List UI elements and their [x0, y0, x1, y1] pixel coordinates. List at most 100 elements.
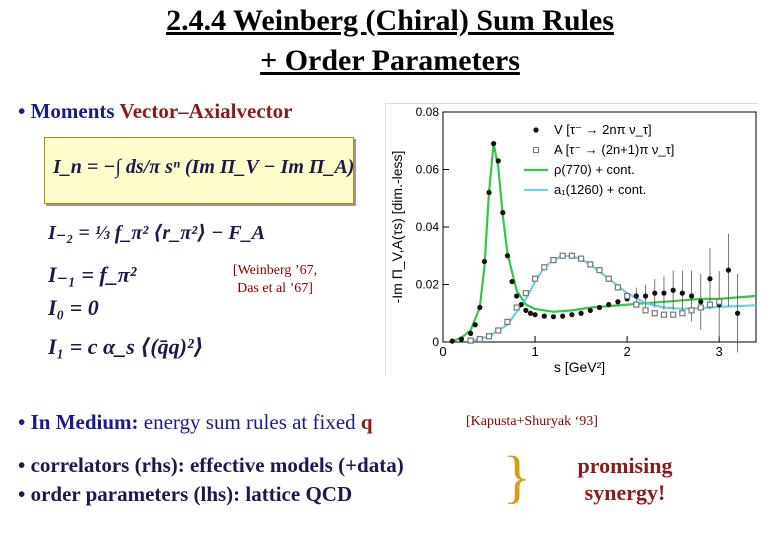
vector-data-point [587, 307, 593, 313]
slide-title-line2: + Order Parameters [260, 44, 520, 77]
formula-i-0: I₀ = 0 [48, 295, 99, 320]
in-medium-q: q [360, 410, 373, 434]
axial-data-point [559, 252, 566, 259]
chart-series [449, 141, 757, 353]
legend-entry: ρ(770) + cont. [554, 162, 635, 177]
vector-data-point [670, 287, 676, 293]
vector-data-point [615, 299, 621, 305]
vector-data-point [495, 158, 501, 164]
vector-data-point [449, 338, 455, 344]
axial-data-point [504, 318, 511, 325]
vector-data-point [606, 302, 612, 308]
weinberg-ref-line2: Das et al ’67] [237, 281, 313, 296]
legend-entry: V [τ⁻ → 2nπ ν_τ] [554, 122, 652, 137]
axial-data-point [568, 252, 575, 259]
legend-marker [533, 147, 539, 153]
vector-data-point [523, 307, 529, 313]
vector-data-point [541, 313, 547, 319]
vector-data-point [518, 302, 524, 308]
axial-data-point [587, 261, 594, 268]
spectral-function-chart: 0 1 2 3 0 0.02 0.04 0.06 0.08 s [GeV²] -Im Π_V,A(τ… [385, 103, 758, 376]
vector-data-point [481, 258, 488, 265]
axial-data-point [624, 292, 631, 300]
axial-data-point [633, 301, 640, 308]
vector-data-point [560, 313, 566, 319]
vector-data-point [500, 210, 506, 216]
in-medium-label: • In Medium: [18, 410, 139, 434]
x-axis-label: s [GeV²] [554, 359, 605, 375]
axial-data-point [550, 256, 557, 264]
x-tick-label: 2 [624, 344, 631, 359]
vector-data-point [550, 314, 557, 320]
vector-data-point [707, 276, 713, 282]
right-brace-icon: } [503, 444, 531, 509]
vector-data-point [652, 290, 658, 296]
formula-i-minus2: I₋₂ = ⅓ f_π² ⟨r_π²⟩ − F_A [48, 222, 266, 244]
legend-entry: A [τ⁻ → (2n+1)π ν_τ] [554, 142, 674, 157]
vector-data-point [596, 304, 603, 311]
weinberg-ref-line1: [Weinberg ’67, [232, 263, 318, 278]
axial-data-point [476, 336, 483, 343]
vector-data-point [734, 310, 741, 316]
y-tick-label: 0 [432, 335, 439, 349]
axial-data-point [697, 304, 704, 311]
formula-i-minus1: I₋₁ = f_π² [48, 262, 137, 287]
x-tick-label: 3 [716, 344, 723, 359]
vector-data-point [468, 330, 474, 336]
axial-data-point [660, 311, 668, 318]
y-tick-label: 0.06 [416, 163, 440, 177]
order-parameters-line: • order parameters (lhs): lattice QCD [18, 482, 353, 506]
vector-data-point [661, 290, 667, 296]
main-formula-box: I_n = −∫ ds/π sⁿ (Im Π_V − Im Π_A) [44, 137, 354, 204]
vector-data-point [578, 310, 584, 316]
promising-line1: promising [577, 453, 673, 478]
axial-data-point [596, 267, 603, 274]
chart-legend: V [τ⁻ → 2nπ ν_τ] A [τ⁻ → (2n+1)π ν_τ] ρ(77… [524, 122, 674, 197]
promising-line2: synergy! [584, 480, 666, 505]
kapusta-reference: [Kapusta+Shuryak ‘93] [466, 414, 598, 429]
vector-data-point [509, 279, 515, 285]
vector-data-point [688, 293, 695, 299]
y-tick-label: 0.02 [416, 278, 440, 292]
axial-data-point [467, 337, 474, 344]
moments-highlight: Vector–Axialvector [119, 99, 293, 123]
legend-marker [533, 127, 539, 133]
vector-data-point [532, 312, 538, 318]
axial-data-point [716, 298, 723, 305]
main-formula: I_n = −∫ ds/π sⁿ (Im Π_V − Im Π_A) [53, 156, 355, 178]
vector-data-point [491, 141, 497, 147]
y-axis-label: -Im Π_V,A(τs) [dim.-less] [389, 151, 405, 304]
axial-data-point [642, 307, 649, 314]
vector-data-point [633, 293, 639, 299]
y-tick-label: 0.08 [416, 105, 440, 119]
moments-label: • Moments [18, 99, 115, 123]
axial-data-point [485, 333, 493, 340]
axial-data-point [614, 284, 622, 291]
slide-title-line1: 2.4.4 Weinberg (Chiral) Sum Rules [166, 4, 614, 37]
x-tick-label: 0 [439, 344, 446, 359]
vector-data-point [486, 189, 492, 196]
axial-data-point [495, 327, 502, 334]
vector-data-point [477, 304, 483, 311]
axial-data-point [706, 301, 714, 308]
axial-data-point [605, 275, 612, 282]
x-tick-label: 1 [531, 344, 538, 359]
y-tick-label: 0.04 [416, 220, 440, 234]
weinberg-reference: [Weinberg ’67, Das et al ’67] [210, 262, 340, 298]
vector-data-point [458, 336, 465, 342]
vector-data-point [569, 312, 575, 318]
axial-data-point [531, 275, 539, 282]
axial-data-point [522, 290, 529, 297]
axial-data-point [541, 264, 548, 271]
correlators-line: • correlators (rhs): effective models (+… [18, 453, 404, 477]
axial-data-point [513, 304, 520, 311]
vector-data-point [472, 322, 478, 328]
vector-data-point [698, 299, 704, 305]
promising-synergy: promising synergy! [560, 452, 690, 506]
vector-data-point [725, 267, 731, 273]
formula-i-1: I₁ = c α_s ⟨(q̄q)²⟩ [48, 334, 204, 359]
vector-data-point [642, 293, 649, 299]
axial-data-point [679, 310, 686, 317]
chart-axes: 0 1 2 3 0 0.02 0.04 0.06 0.08 s [GeV²] -Im Π_V,A(τ… [389, 105, 757, 375]
chart-svg: 0 1 2 3 0 0.02 0.04 0.06 0.08 s [GeV²] -Im Π_V,A(τ… [389, 105, 757, 375]
